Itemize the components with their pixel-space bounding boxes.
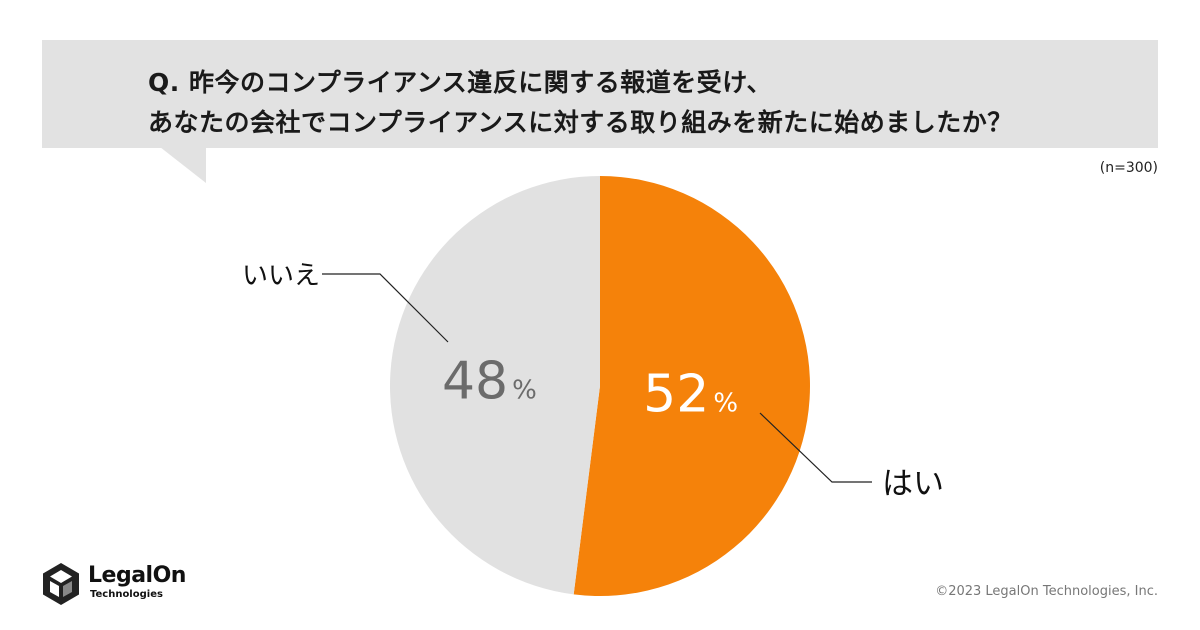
copyright: ©2023 LegalOn Technologies, Inc. (935, 584, 1158, 599)
question-line-1: Q. 昨今のコンプライアンス違反に関する報道を受け、 (148, 68, 772, 97)
sample-size: (n=300) (1099, 160, 1158, 176)
leader-line-0 (759, 412, 872, 483)
category-label-1: いいえ (242, 261, 320, 291)
pie-slice-0 (573, 176, 810, 596)
leader-line-1 (322, 273, 449, 343)
value-label-0: 52% (643, 364, 738, 424)
legalon-logo-icon (43, 563, 79, 605)
category-label-0: はい (882, 466, 944, 502)
value-label-1: 48% (442, 352, 537, 412)
question-line-2: あなたの会社でコンプライアンスに対する取り組みを新たに始めましたか？ (148, 108, 1013, 137)
brand-name: LegalOn (88, 563, 186, 588)
bubble-tail (160, 147, 206, 183)
pie-slice-1 (389, 176, 600, 595)
question-bubble: Q. 昨今のコンプライアンス違反に関する報道を受け、 あなたの会社でコンプライア… (42, 40, 1158, 148)
brand-sub: Technologies (90, 589, 163, 600)
